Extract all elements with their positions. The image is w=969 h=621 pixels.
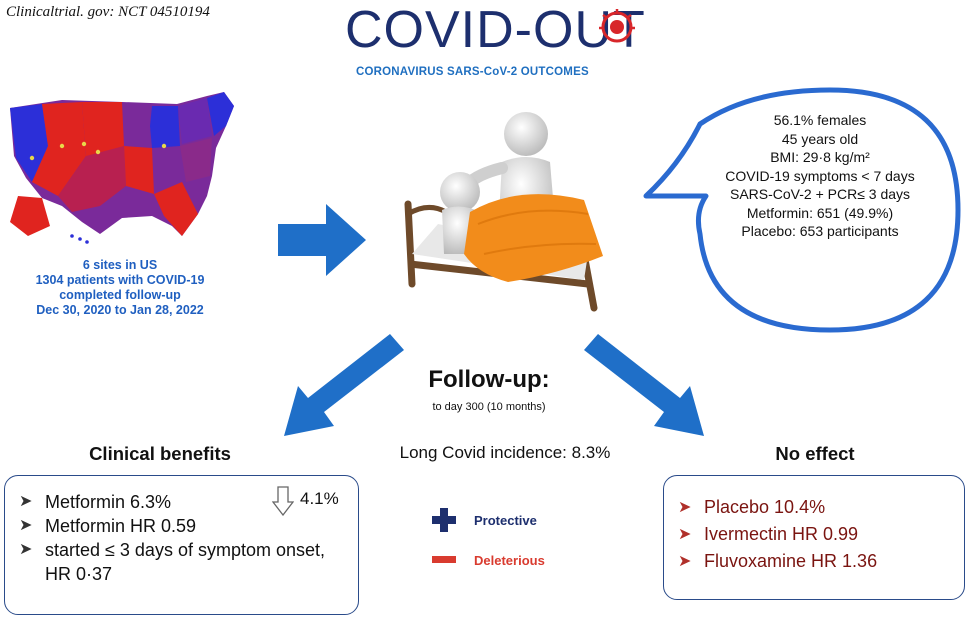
reduction-value: 4.1%: [300, 489, 339, 508]
arrow-bullet-icon: ➤: [19, 493, 33, 510]
demographics-summary: 56.1% females 45 years old BMI: 29·8 kg/…: [700, 111, 940, 241]
arrow-bullet-icon: ➤: [678, 499, 692, 516]
no-effect-text: Placebo 10.4%: [704, 497, 826, 517]
legend-deleterious: Deleterious: [474, 553, 545, 568]
sites-line: 1304 patients with COVID-19: [35, 273, 205, 287]
no-effect-list: ➤ Placebo 10.4% ➤ Ivermectin HR 0.99 ➤ Fluv…: [678, 494, 956, 575]
sites-summary: 6 sites in US 1304 patients with COVID-1…: [0, 258, 240, 318]
bed-patient-illustration: [404, 112, 603, 312]
long-covid-incidence: Long Covid incidence: 8.3%: [399, 443, 611, 462]
no-effect-text: Ivermectin HR 0.99: [704, 524, 859, 544]
list-item: ➤ Ivermectin HR 0.99: [678, 521, 956, 548]
virus-icon: [599, 9, 635, 43]
speech-bubble: [643, 87, 961, 333]
list-item: ➤ Placebo 10.4%: [678, 494, 956, 521]
clinical-benefits-title: Clinical benefits: [89, 443, 231, 464]
down-arrow-outline-icon: [272, 486, 294, 516]
demographic-line: Metformin: 651 (49.9%): [746, 204, 894, 221]
minus-icon: [432, 556, 456, 563]
arrow-bullet-icon: ➤: [678, 526, 692, 543]
benefit-text: Metformin HR 0.59: [45, 516, 197, 536]
no-effect-box: ➤ Placebo 10.4% ➤ Ivermectin HR 0.99 ➤ Fluv…: [663, 475, 965, 600]
trial-reference: Clinicaltrial. gov: NCT 04510194: [6, 4, 210, 20]
sites-line: 6 sites in US: [82, 258, 158, 272]
logo-title: COVID-OUT: [345, 1, 646, 59]
list-item: ➤ Metformin HR 0.59: [19, 514, 350, 538]
demographic-line: BMI: 29·8 kg/m²: [770, 149, 870, 165]
down-left-arrow-icon: [284, 334, 404, 436]
logo-subtitle: CORONAVIRUS SARS-CoV-2 OUTCOMES: [356, 66, 589, 78]
list-item: ➤ started ≤ 3 days of symptom onset, HR 0…: [19, 538, 350, 586]
legend-protective: Protective: [474, 513, 537, 528]
followup-subtitle: to day 300 (10 months): [432, 401, 546, 413]
arrow-bullet-icon: ➤: [678, 553, 692, 570]
list-item: ➤ Metformin 6.3%: [19, 490, 350, 514]
arrow-bullet-icon: ➤: [19, 517, 33, 534]
arrow-bullet-icon: ➤: [19, 541, 33, 558]
us-map: [10, 92, 234, 244]
plus-icon: [432, 508, 456, 532]
sites-line: completed follow-up: [59, 288, 181, 302]
demographic-line: 56.1% females: [773, 112, 867, 128]
benefit-reduction: 4.1%: [268, 486, 358, 516]
demographic-line: SARS-CoV-2 + PCR≤ 3 days: [729, 186, 911, 202]
no-effect-text: Fluvoxamine HR 1.36: [704, 551, 878, 571]
demographic-line: 45 years old: [781, 130, 859, 147]
no-effect-title: No effect: [775, 443, 855, 464]
demographic-line: COVID-19 symptoms < 7 days: [725, 167, 915, 184]
demographic-line: Placebo: 653 participants: [741, 223, 899, 239]
covid-out-logo: COVID-OUT: [345, 2, 645, 62]
sites-line: Dec 30, 2020 to Jan 28, 2022: [36, 303, 204, 317]
clinical-benefits-box: ➤ Metformin 6.3% ➤ Metformin HR 0.59 ➤ star…: [4, 475, 359, 615]
right-arrow-icon: [278, 204, 366, 276]
list-item: ➤ Fluvoxamine HR 1.36: [678, 548, 956, 575]
benefit-text: Metformin 6.3%: [45, 492, 172, 512]
benefit-text: started ≤ 3 days of symptom onset, HR 0·…: [45, 540, 326, 584]
down-right-arrow-icon: [584, 334, 704, 436]
clinical-benefits-list: ➤ Metformin 6.3% ➤ Metformin HR 0.59 ➤ star…: [19, 490, 350, 586]
followup-title: Follow-up:: [428, 366, 550, 393]
